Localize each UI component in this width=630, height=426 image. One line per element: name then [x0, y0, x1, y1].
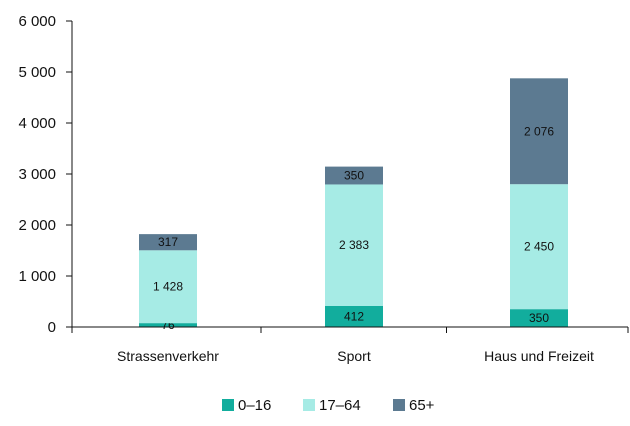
legend-label: 0–16: [238, 397, 271, 414]
data-label: 2 450: [524, 240, 554, 254]
bar-segment: [510, 184, 568, 310]
y-tick-label: 5 000: [18, 64, 56, 81]
bar-segment: [510, 78, 568, 185]
x-axis: Strassenverkehr Sport Haus und Freizeit: [71, 326, 629, 364]
data-label: 412: [344, 309, 364, 323]
y-tick-label: 2 000: [18, 217, 56, 234]
legend-swatch: [303, 399, 315, 411]
y-tick-label: 6 000: [18, 13, 56, 30]
y-tick-label: 4 000: [18, 115, 56, 132]
bar-segment: [325, 305, 383, 327]
bar-segment: [325, 184, 383, 306]
x-tick-label: Strassenverkehr: [117, 348, 219, 364]
y-axis: 0 1 000 2 000 3 000 4 000 5 000 6 000: [18, 13, 73, 336]
y-tick-label: 1 000: [18, 268, 56, 285]
x-tick-label: Haus und Freizeit: [484, 348, 594, 364]
y-tick-label: 3 000: [18, 166, 56, 183]
x-tick-label: Sport: [337, 348, 371, 364]
bar-segment: [139, 250, 197, 324]
data-label: 350: [344, 169, 364, 183]
data-label: 2 383: [339, 238, 369, 252]
data-label: 2 076: [524, 124, 554, 138]
bar-segment: [325, 166, 383, 185]
data-label: 350: [529, 311, 549, 325]
data-label: 317: [158, 235, 178, 249]
data-label: 1 428: [153, 280, 183, 294]
bar-segment: [139, 323, 197, 327]
bar-segment: [139, 234, 197, 251]
legend: 0–16 17–64 65+: [222, 397, 435, 414]
legend-swatch: [393, 399, 405, 411]
legend-swatch: [222, 399, 234, 411]
legend-label: 65+: [409, 397, 435, 414]
bar-segment: [510, 309, 568, 327]
y-tick-label: 0: [48, 319, 56, 336]
legend-label: 17–64: [319, 397, 361, 414]
